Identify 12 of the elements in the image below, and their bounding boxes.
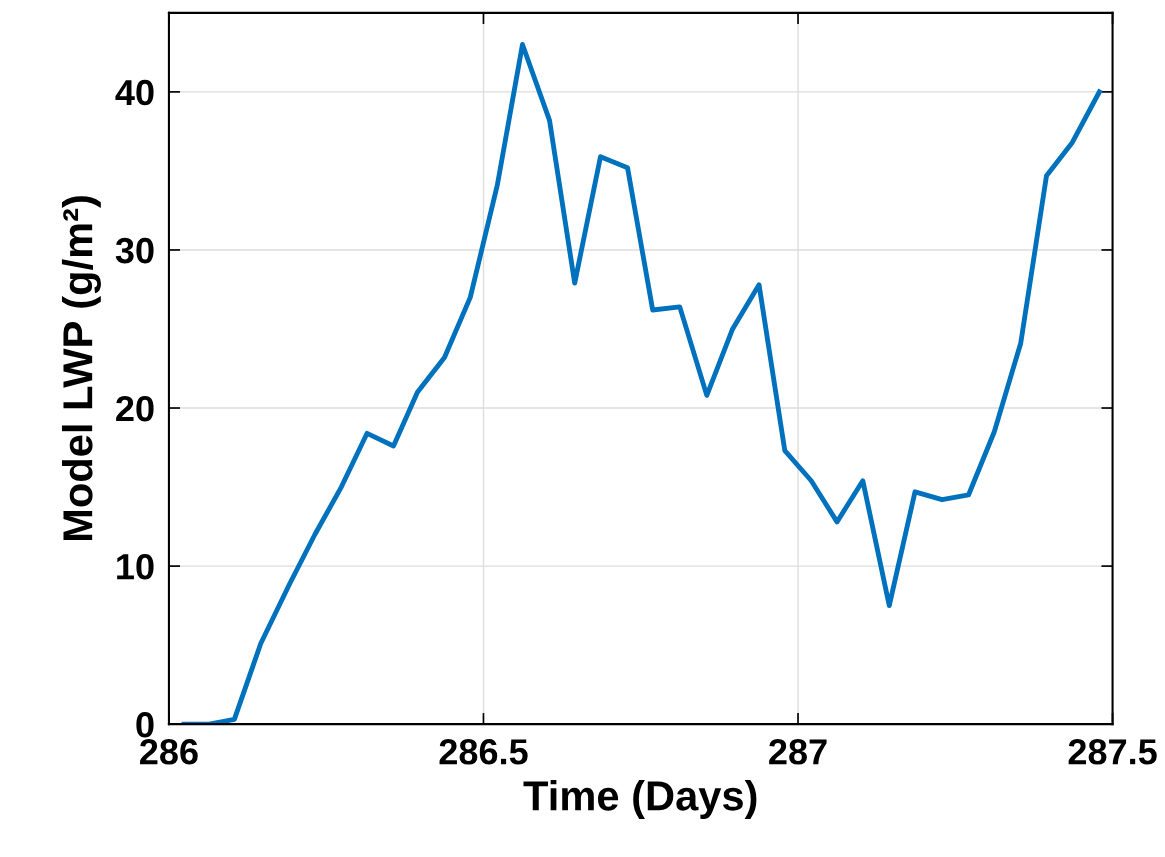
y-tick-label: 10 [117, 553, 154, 580]
x-tick-label: 286.5 [439, 739, 528, 765]
x-tick-label: 286 [140, 739, 198, 765]
y-tick-label: 30 [115, 237, 154, 264]
x-axis-title: Time (Days) [523, 780, 757, 819]
y-tick-label: 40 [115, 79, 154, 106]
x-tick-label: 287.5 [1068, 739, 1157, 765]
y-tick-label: 0 [136, 712, 154, 738]
y-axis-title: Model LWP (g/m²) [61, 196, 101, 541]
y-tick-label: 20 [116, 395, 154, 422]
line-series [181, 42, 1102, 725]
x-tick-label: 287 [769, 739, 827, 765]
